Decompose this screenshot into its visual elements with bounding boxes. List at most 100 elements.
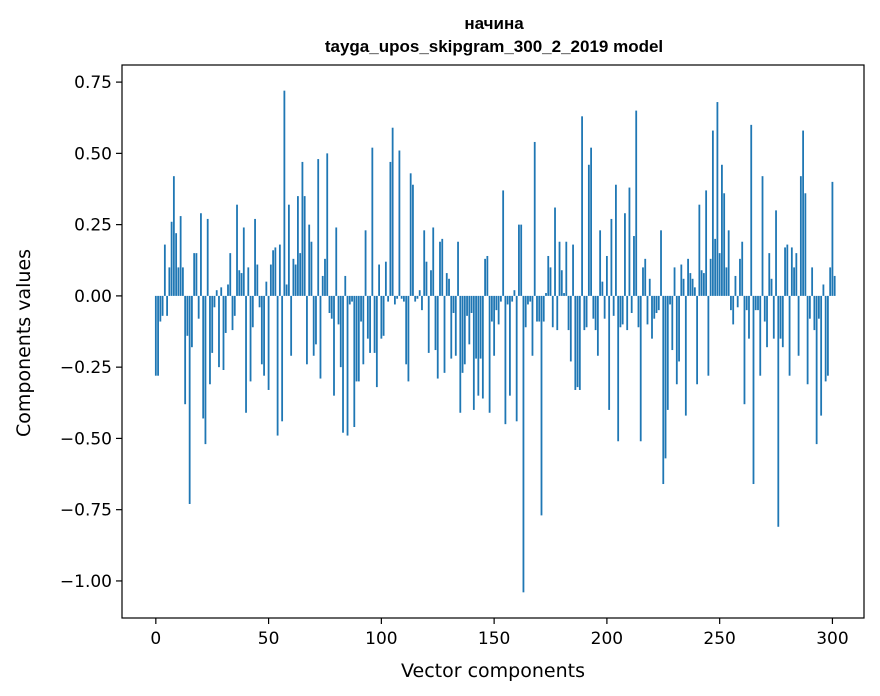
bar-38 bbox=[240, 273, 243, 296]
bar-301 bbox=[833, 275, 836, 296]
bar-151 bbox=[495, 295, 498, 311]
y-tick-label: 0.25 bbox=[74, 216, 112, 236]
bar-189 bbox=[581, 116, 583, 296]
bar-162 bbox=[520, 224, 523, 296]
bar-83 bbox=[342, 295, 344, 433]
bar-289 bbox=[806, 295, 809, 385]
bar-154 bbox=[502, 190, 505, 296]
bar-92 bbox=[362, 295, 365, 365]
x-axis-label: Vector components bbox=[401, 660, 585, 682]
bar-60 bbox=[290, 295, 293, 356]
bar-220 bbox=[651, 295, 653, 339]
bar-65 bbox=[301, 161, 304, 296]
bar-125 bbox=[436, 295, 439, 379]
bar-58 bbox=[285, 284, 288, 296]
bar-268 bbox=[759, 295, 762, 376]
bar-series bbox=[154, 90, 836, 593]
bar-107 bbox=[396, 295, 399, 299]
bar-114 bbox=[412, 184, 414, 296]
bar-277 bbox=[779, 295, 782, 339]
bar-286 bbox=[799, 176, 802, 296]
bar-24 bbox=[209, 295, 211, 385]
bar-137 bbox=[463, 295, 466, 365]
bar-121 bbox=[427, 295, 430, 353]
bar-49 bbox=[265, 281, 268, 296]
bar-100 bbox=[380, 295, 383, 339]
bar-248 bbox=[714, 238, 717, 296]
bar-72 bbox=[317, 159, 320, 296]
bar-128 bbox=[443, 295, 446, 373]
bar-291 bbox=[811, 267, 814, 296]
bar-271 bbox=[766, 295, 768, 348]
y-tick-label: 0.50 bbox=[74, 144, 112, 164]
bar-5 bbox=[166, 295, 168, 316]
x-axis: 0 50 100 150 200 250 300 bbox=[150, 618, 849, 649]
bar-51 bbox=[269, 264, 272, 296]
bar-260 bbox=[741, 241, 744, 296]
bar-179 bbox=[558, 241, 561, 296]
bar-163 bbox=[522, 295, 525, 593]
bar-194 bbox=[592, 295, 595, 319]
bar-186 bbox=[574, 295, 577, 390]
bar-135 bbox=[459, 295, 462, 413]
bar-54 bbox=[276, 295, 279, 436]
bar-188 bbox=[578, 295, 581, 390]
bar-207 bbox=[621, 295, 624, 325]
bar-126 bbox=[439, 241, 441, 296]
x-tick-label: 100 bbox=[365, 629, 397, 649]
bar-41 bbox=[247, 267, 250, 296]
bar-282 bbox=[790, 247, 793, 296]
bar-157 bbox=[509, 295, 511, 396]
bar-161 bbox=[518, 224, 520, 296]
bar-299 bbox=[829, 267, 832, 296]
bar-113 bbox=[409, 173, 412, 296]
bar-223 bbox=[657, 295, 660, 311]
bar-64 bbox=[299, 253, 302, 296]
bar-204 bbox=[615, 184, 617, 296]
bar-110 bbox=[403, 295, 405, 302]
bar-111 bbox=[405, 295, 408, 365]
bar-237 bbox=[689, 273, 692, 296]
bar-88 bbox=[353, 295, 356, 428]
bar-272 bbox=[768, 253, 771, 296]
bar-77 bbox=[328, 295, 331, 313]
bar-76 bbox=[326, 153, 329, 296]
bar-67 bbox=[306, 295, 308, 365]
bar-210 bbox=[628, 187, 631, 296]
y-tick-label: −0.25 bbox=[60, 358, 112, 378]
bar-48 bbox=[263, 295, 265, 376]
bar-97 bbox=[373, 295, 376, 353]
bar-172 bbox=[542, 295, 545, 322]
bar-160 bbox=[515, 295, 518, 422]
bar-209 bbox=[626, 295, 629, 331]
bar-144 bbox=[479, 295, 482, 359]
bar-26 bbox=[213, 295, 216, 308]
bar-40 bbox=[245, 295, 247, 413]
bar-182 bbox=[565, 241, 568, 296]
bar-264 bbox=[750, 124, 753, 296]
bar-287 bbox=[802, 130, 804, 296]
bar-229 bbox=[671, 295, 674, 351]
bar-124 bbox=[434, 295, 437, 351]
y-tick-label: −1.00 bbox=[60, 572, 112, 592]
bar-235 bbox=[684, 295, 687, 416]
bar-43 bbox=[251, 295, 254, 328]
bar-166 bbox=[529, 295, 532, 302]
bar-18 bbox=[195, 253, 198, 296]
bar-175 bbox=[549, 267, 552, 296]
bar-118 bbox=[421, 295, 423, 311]
bar-219 bbox=[648, 278, 651, 296]
bar-285 bbox=[797, 295, 800, 356]
bar-297 bbox=[824, 295, 827, 382]
bar-230 bbox=[673, 267, 676, 296]
bar-22 bbox=[204, 295, 207, 445]
bar-181 bbox=[563, 293, 565, 296]
bar-227 bbox=[666, 295, 669, 410]
bar-74 bbox=[321, 275, 324, 296]
bar-255 bbox=[730, 295, 732, 311]
y-tick-label: −0.75 bbox=[60, 501, 112, 521]
bar-159 bbox=[513, 290, 516, 296]
bar-73 bbox=[319, 295, 322, 379]
bar-295 bbox=[820, 295, 823, 416]
bar-66 bbox=[303, 196, 306, 296]
